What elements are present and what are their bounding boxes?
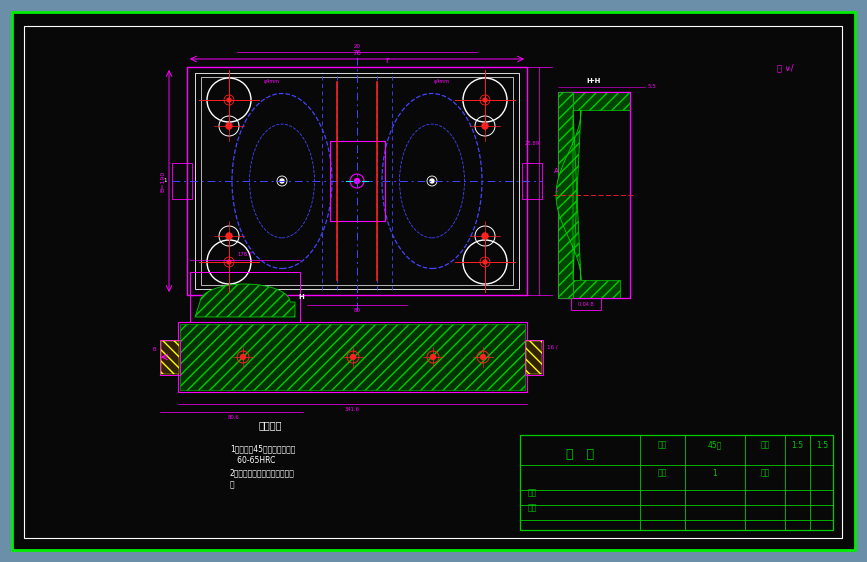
Text: 0.04 B: 0.04 B [578, 301, 594, 306]
Circle shape [482, 233, 488, 239]
Text: r: r [385, 56, 388, 65]
Text: 型   芯: 型 芯 [566, 448, 594, 461]
Polygon shape [195, 284, 295, 317]
Bar [187, 67, 527, 295]
Text: φ4mm: φ4mm [264, 79, 280, 84]
Circle shape [431, 355, 435, 360]
Text: 图号: 图号 [760, 469, 770, 478]
Bar [558, 92, 573, 298]
Text: 2、工作部分不能冒口，表面抛: 2、工作部分不能冒口，表面抛 [230, 468, 295, 477]
Bar [160, 340, 180, 375]
Bar [329, 141, 384, 221]
Bar [525, 340, 543, 375]
Circle shape [355, 179, 360, 184]
Text: B: B [153, 347, 156, 352]
Text: 76: 76 [353, 50, 362, 56]
Text: 80: 80 [354, 308, 361, 313]
Text: 光: 光 [230, 480, 235, 489]
Circle shape [350, 355, 355, 360]
Circle shape [483, 98, 487, 102]
Text: 1: 1 [164, 179, 167, 184]
Circle shape [226, 233, 232, 239]
Circle shape [480, 355, 486, 360]
Circle shape [280, 179, 284, 183]
Bar [573, 280, 620, 298]
Bar [178, 322, 527, 392]
Bar [161, 341, 179, 374]
Bar [201, 77, 513, 285]
Text: 20: 20 [354, 44, 361, 49]
Text: 25.89: 25.89 [525, 141, 540, 146]
Text: A: A [554, 168, 558, 174]
Circle shape [227, 260, 231, 264]
Bar [180, 324, 525, 390]
Text: 80.6: 80.6 [227, 415, 239, 420]
Text: 341.6: 341.6 [345, 407, 360, 412]
Text: 技术要求: 技术要求 [258, 420, 282, 430]
Bar [172, 163, 192, 199]
Text: 5.5: 5.5 [648, 84, 656, 89]
Circle shape [227, 98, 231, 102]
Text: 1、材料为45钉，热处理硬度: 1、材料为45钉，热处理硬度 [230, 444, 296, 453]
Circle shape [482, 123, 488, 129]
Text: φ4mm: φ4mm [434, 79, 450, 84]
Text: 45钉: 45钉 [707, 441, 722, 450]
Bar [520, 435, 833, 530]
Bar [526, 341, 542, 374]
Bar [573, 92, 630, 110]
Bar [195, 73, 519, 289]
Text: 178.7: 178.7 [238, 252, 252, 257]
Circle shape [430, 179, 434, 183]
Circle shape [240, 355, 245, 360]
Text: 60-65HRC: 60-65HRC [230, 456, 276, 465]
Bar [522, 163, 542, 199]
Bar [571, 298, 601, 310]
Text: 1:5: 1:5 [791, 441, 803, 450]
Text: 审核: 审核 [528, 504, 538, 513]
Text: 表 ∨/: 表 ∨/ [777, 64, 793, 72]
Text: H: H [298, 294, 303, 300]
Bar [190, 272, 300, 322]
Text: 1:5: 1:5 [816, 441, 828, 450]
Text: 制图: 制图 [528, 488, 538, 497]
Circle shape [483, 260, 487, 264]
Polygon shape [556, 110, 581, 280]
Text: 数量: 数量 [657, 469, 667, 478]
Circle shape [226, 123, 232, 129]
Text: 16 /: 16 / [547, 345, 557, 350]
Bar [558, 92, 630, 298]
Text: H-H: H-H [587, 78, 601, 84]
Text: 材料: 材料 [657, 441, 667, 450]
Text: 1: 1 [713, 469, 717, 478]
Text: 比例: 比例 [760, 441, 770, 450]
Text: 1: 1 [554, 188, 557, 193]
Text: B=190: B=190 [160, 170, 165, 192]
